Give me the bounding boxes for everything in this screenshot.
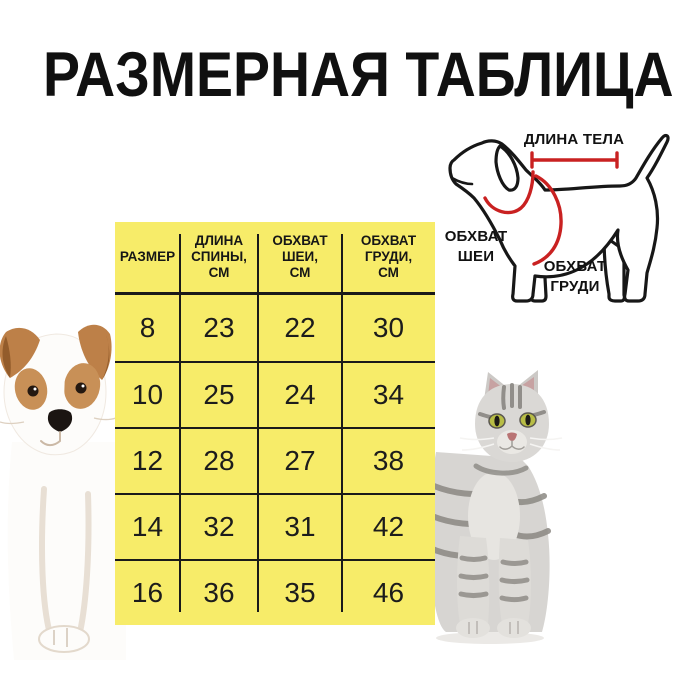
col-header-size: РАЗМЕР <box>119 248 176 264</box>
dog-eye-glint-left <box>33 387 37 391</box>
cat-pupil-left <box>494 415 500 427</box>
table-cell: 36 <box>203 577 235 608</box>
table-row: 16 36 35 46 <box>115 559 435 625</box>
cat-paw-right <box>497 618 531 638</box>
chest-girth-label: ОБХВАТ ГРУДИ <box>543 258 607 295</box>
table-cell: 24 <box>284 379 316 410</box>
table-cell: 46 <box>372 577 405 608</box>
col-header-neck-girth: ОБХВАТ ШЕИ, СМ <box>272 232 328 281</box>
dog-mouth-line <box>450 176 474 186</box>
measurement-diagram: ДЛИНА ТЕЛА ОБХВАТ ШЕИ ОБХВАТ ГРУДИ <box>428 118 700 320</box>
dog-eye-glint-right <box>81 384 85 388</box>
table-row: 12 28 27 38 <box>115 427 435 493</box>
table-header-row: РАЗМЕР ДЛИНА СПИНЫ, СМ ОБХВАТ ШЕИ, СМ ОБ… <box>115 222 435 295</box>
dog-photo-illustration <box>0 324 126 660</box>
col-header-back-length: ДЛИНА СПИНЫ, СМ <box>191 232 247 281</box>
column-divider <box>341 234 343 612</box>
table-cell: 14 <box>131 511 164 542</box>
size-table: РАЗМЕР ДЛИНА СПИНЫ, СМ ОБХВАТ ШЕИ, СМ ОБ… <box>115 222 435 625</box>
cat-leg-stripes <box>458 555 530 602</box>
table-cell: 10 <box>131 379 164 410</box>
body-length-label: ДЛИНА ТЕЛА <box>523 131 625 148</box>
table-cell: 32 <box>203 511 235 542</box>
dog-leg-shading-2 <box>77 491 92 635</box>
cat-paw-left <box>456 618 490 638</box>
dog-right-ear-edge <box>102 335 110 380</box>
table-cell: 30 <box>372 312 405 343</box>
dog-right-ear <box>78 324 112 380</box>
table-cell: 31 <box>284 511 316 542</box>
table-cell: 34 <box>372 379 405 410</box>
table-cell: 22 <box>284 312 316 343</box>
dog-body <box>7 442 126 660</box>
table-cell: 12 <box>131 445 164 476</box>
table-cell: 27 <box>284 445 316 476</box>
dog-whiskers <box>0 417 117 425</box>
table-cell: 25 <box>203 379 235 410</box>
dog-eye-right <box>75 382 87 394</box>
dog-leg-shading <box>39 486 53 637</box>
table-cell: 42 <box>372 511 405 542</box>
cat-mouth <box>499 440 525 450</box>
dog-nose <box>47 409 73 432</box>
dog-eye-left <box>27 385 39 397</box>
cat-neck-stripe <box>473 463 529 476</box>
dog-mouth <box>40 431 61 447</box>
table-cell: 28 <box>203 445 235 476</box>
table-row: 14 32 31 42 <box>115 493 435 559</box>
dog-ear-outline <box>494 144 520 192</box>
cat-pupil-right <box>525 414 531 426</box>
dog-outline-drawing <box>448 133 670 303</box>
neck-girth-arc <box>483 170 535 215</box>
column-divider <box>257 234 259 612</box>
table-cell: 35 <box>284 577 316 608</box>
col-header-chest-girth: ОБХВАТ ГРУДИ, СМ <box>360 232 417 281</box>
dog-paw <box>38 625 90 653</box>
table-row: 10 25 24 34 <box>115 361 435 427</box>
cat-nose <box>507 432 517 441</box>
body-length-measure-line <box>530 151 619 169</box>
table-cell: 16 <box>131 577 164 608</box>
cat-toe-lines <box>468 621 519 634</box>
table-cell: 38 <box>372 445 405 476</box>
table-row: 8 23 22 30 <box>115 295 435 361</box>
dog-blaze <box>46 338 66 432</box>
table-cell: 23 <box>203 312 235 343</box>
dog-toe-lines <box>53 628 68 647</box>
page-title: РАЗМЕРНАЯ ТАБЛИЦА <box>0 44 700 107</box>
dog-left-ear-fold <box>2 336 11 378</box>
column-divider <box>179 234 181 612</box>
cat-whiskers <box>459 437 563 451</box>
page-title-text: РАЗМЕРНАЯ ТАБЛИЦА <box>42 40 674 110</box>
chest-girth-arc <box>532 174 563 266</box>
neck-girth-label: ОБХВАТ ШЕИ <box>444 228 508 265</box>
cat-photo-illustration <box>427 370 563 644</box>
table-cell: 8 <box>139 312 156 343</box>
cat-head <box>475 384 549 462</box>
